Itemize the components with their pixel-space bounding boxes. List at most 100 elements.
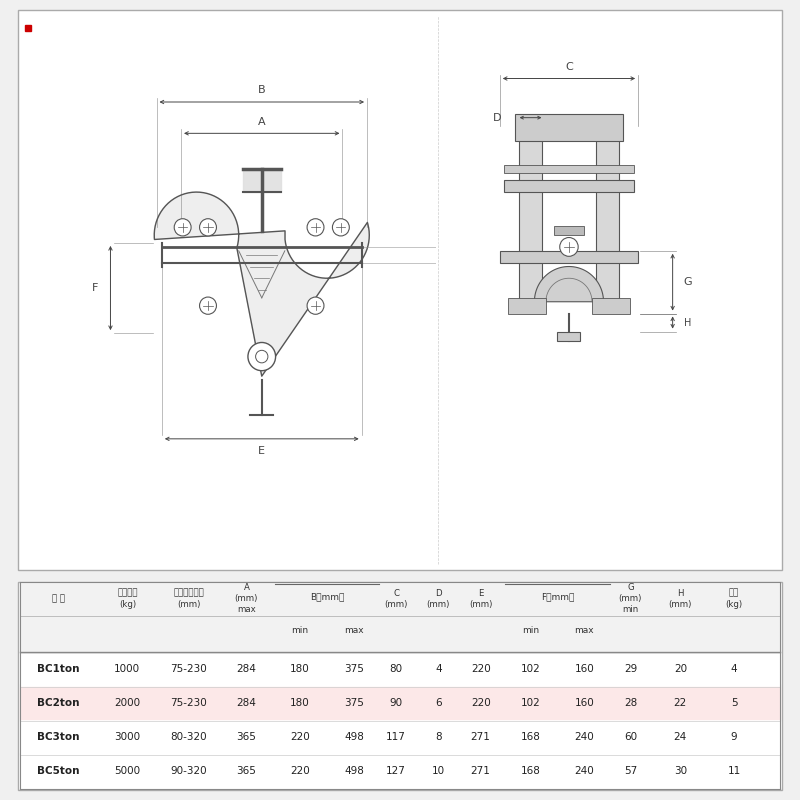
Polygon shape	[515, 114, 622, 141]
Circle shape	[560, 238, 578, 256]
Text: 5: 5	[730, 698, 738, 708]
Text: 240: 240	[574, 766, 594, 776]
Text: 102: 102	[521, 663, 541, 674]
FancyBboxPatch shape	[18, 582, 782, 790]
Text: H: H	[684, 318, 692, 327]
Text: 375: 375	[344, 663, 364, 674]
Text: 365: 365	[237, 766, 256, 776]
Circle shape	[248, 342, 275, 370]
Text: 90-320: 90-320	[170, 766, 207, 776]
Text: BC5ton: BC5ton	[37, 766, 79, 776]
Polygon shape	[519, 134, 542, 306]
Text: 30: 30	[674, 766, 687, 776]
Text: F（mm）: F（mm）	[541, 592, 574, 601]
Text: BC1ton: BC1ton	[37, 663, 79, 674]
Polygon shape	[20, 721, 780, 753]
Text: 102: 102	[521, 698, 541, 708]
Text: 284: 284	[237, 663, 256, 674]
Text: C
(mm): C (mm)	[385, 589, 408, 609]
Text: 365: 365	[237, 732, 256, 742]
Text: max: max	[574, 626, 594, 635]
Text: A
(mm)
max: A (mm) max	[234, 583, 258, 614]
Text: 10: 10	[432, 766, 445, 776]
Text: 57: 57	[624, 766, 637, 776]
Text: 自重
(kg): 自重 (kg)	[726, 589, 742, 609]
Text: 498: 498	[344, 766, 364, 776]
Polygon shape	[20, 686, 780, 718]
FancyBboxPatch shape	[18, 10, 782, 570]
Text: 適用ビーム幅
(mm): 適用ビーム幅 (mm)	[174, 589, 204, 609]
Polygon shape	[596, 134, 619, 306]
Text: BC3ton: BC3ton	[37, 732, 79, 742]
Text: 4: 4	[730, 663, 738, 674]
Text: 20: 20	[674, 663, 687, 674]
Text: 9: 9	[730, 732, 738, 742]
Text: E: E	[258, 446, 266, 455]
Text: 168: 168	[521, 732, 541, 742]
Text: 24: 24	[674, 732, 687, 742]
Text: 型 式: 型 式	[52, 594, 65, 603]
Text: 4: 4	[435, 663, 442, 674]
Circle shape	[307, 218, 324, 236]
Text: H
(mm): H (mm)	[669, 589, 692, 609]
Polygon shape	[592, 298, 630, 314]
Polygon shape	[558, 331, 581, 341]
Text: D
(mm): D (mm)	[426, 589, 450, 609]
Text: 2000: 2000	[114, 698, 141, 708]
Text: F: F	[92, 283, 98, 293]
Text: 1000: 1000	[114, 663, 141, 674]
Text: 29: 29	[624, 663, 637, 674]
Polygon shape	[20, 582, 780, 652]
Text: 90: 90	[390, 698, 402, 708]
Text: A: A	[258, 117, 266, 126]
Text: 284: 284	[237, 698, 256, 708]
Circle shape	[199, 297, 217, 314]
Text: 60: 60	[624, 732, 637, 742]
Text: min: min	[522, 626, 539, 635]
Circle shape	[307, 297, 324, 314]
Text: G: G	[684, 277, 692, 287]
Text: 28: 28	[624, 698, 637, 708]
Text: 240: 240	[574, 732, 594, 742]
Text: 75-230: 75-230	[170, 663, 207, 674]
Circle shape	[256, 350, 268, 363]
Text: G
(mm)
min: G (mm) min	[618, 583, 642, 614]
Text: 22: 22	[674, 698, 687, 708]
Text: B（mm）: B（mm）	[310, 592, 344, 601]
Text: 271: 271	[470, 732, 490, 742]
Text: 498: 498	[344, 732, 364, 742]
Text: 127: 127	[386, 766, 406, 776]
Circle shape	[333, 218, 350, 236]
Text: 168: 168	[521, 766, 541, 776]
Polygon shape	[504, 180, 634, 192]
Text: 271: 271	[470, 766, 490, 776]
Text: BC2ton: BC2ton	[37, 698, 79, 708]
Text: 220: 220	[290, 766, 310, 776]
Polygon shape	[507, 298, 546, 314]
Text: 160: 160	[574, 663, 594, 674]
Text: 117: 117	[386, 732, 406, 742]
Text: D: D	[494, 113, 502, 122]
Text: E
(mm): E (mm)	[469, 589, 492, 609]
Text: 8: 8	[435, 732, 442, 742]
Polygon shape	[534, 266, 603, 302]
Polygon shape	[554, 226, 584, 235]
Text: 180: 180	[290, 698, 310, 708]
Text: 80: 80	[390, 663, 402, 674]
Text: 75-230: 75-230	[170, 698, 207, 708]
Text: 3000: 3000	[114, 732, 141, 742]
Polygon shape	[242, 169, 281, 192]
Text: 6: 6	[435, 698, 442, 708]
Text: 80-320: 80-320	[170, 732, 207, 742]
Circle shape	[199, 218, 217, 236]
Text: 使用荷重
(kg): 使用荷重 (kg)	[117, 589, 138, 609]
Text: 375: 375	[344, 698, 364, 708]
Text: 220: 220	[470, 698, 490, 708]
Polygon shape	[500, 251, 638, 262]
Circle shape	[174, 218, 191, 236]
Text: 220: 220	[290, 732, 310, 742]
Text: 220: 220	[470, 663, 490, 674]
Polygon shape	[154, 192, 370, 376]
Text: 11: 11	[727, 766, 741, 776]
Text: max: max	[344, 626, 364, 635]
